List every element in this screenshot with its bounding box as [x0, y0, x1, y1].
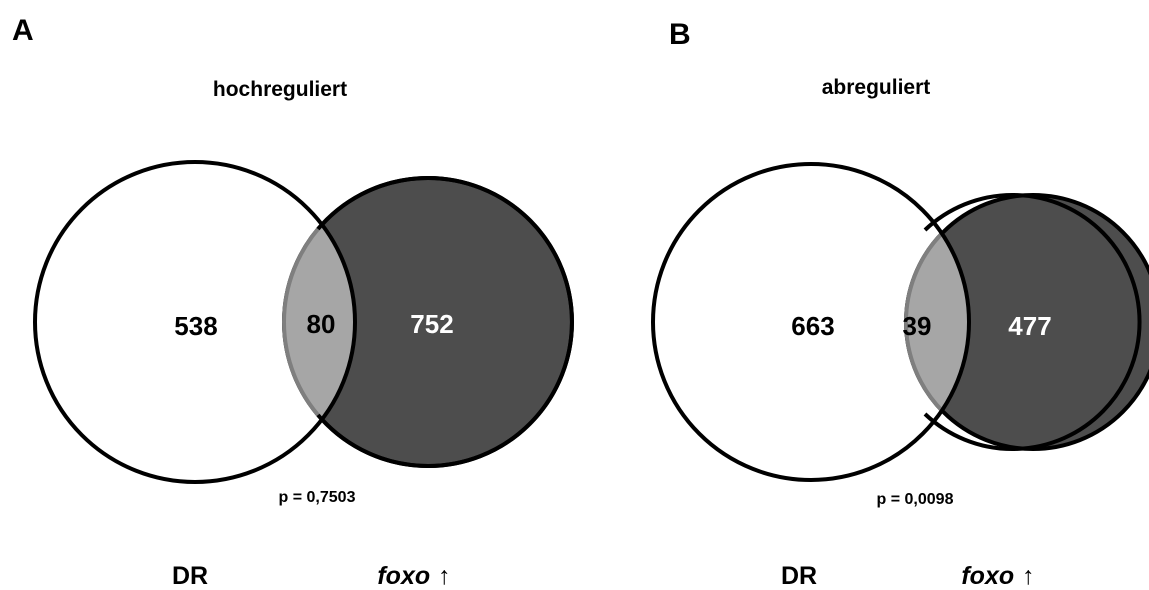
- panel-b-left-circle: [651, 162, 971, 482]
- panel-b-overlap-count: 39: [903, 311, 932, 341]
- panel-a-overlap: [282, 176, 355, 468]
- panel-b-overlap: [904, 193, 969, 451]
- panel-b: B abreguliert 663 39 477 p = 0,0098 DR f…: [651, 18, 1149, 590]
- panel-b-letter: B: [669, 18, 691, 51]
- panel-a: A hochreguliert 538 80 752 p = 0,7503 DR…: [12, 14, 574, 590]
- panel-a-p-value: p = 0,7503: [279, 489, 356, 506]
- panel-a-right-label-italic: foxo: [377, 562, 430, 590]
- panel-b-right-label: foxo ↑: [961, 562, 1034, 590]
- panel-a-right-count: 752: [410, 309, 453, 339]
- panel-a-right-label-arrow: ↑: [438, 562, 451, 590]
- panel-a-title: hochreguliert: [213, 78, 347, 101]
- panel-a-letter: A: [12, 14, 34, 47]
- panel-a-right-label: foxo ↑: [377, 562, 450, 590]
- panel-a-left-label: DR: [172, 562, 208, 590]
- panel-b-left-label: DR: [781, 562, 817, 590]
- panel-b-left-count: 663: [791, 311, 834, 341]
- panel-b-title: abreguliert: [822, 76, 931, 99]
- panel-b-right-count: 477: [1008, 311, 1051, 341]
- panel-b-p-value: p = 0,0098: [877, 491, 954, 508]
- panel-b-right-label-arrow: ↑: [1022, 562, 1035, 590]
- panel-b-right-outline: [923, 193, 1142, 451]
- panel-a-right-outline: [316, 176, 574, 468]
- panel-a-overlap-count: 80: [307, 309, 336, 339]
- panel-a-left-circle: [33, 160, 357, 484]
- panel-b-right-label-italic: foxo: [961, 562, 1014, 590]
- panel-a-left-count: 538: [174, 311, 217, 341]
